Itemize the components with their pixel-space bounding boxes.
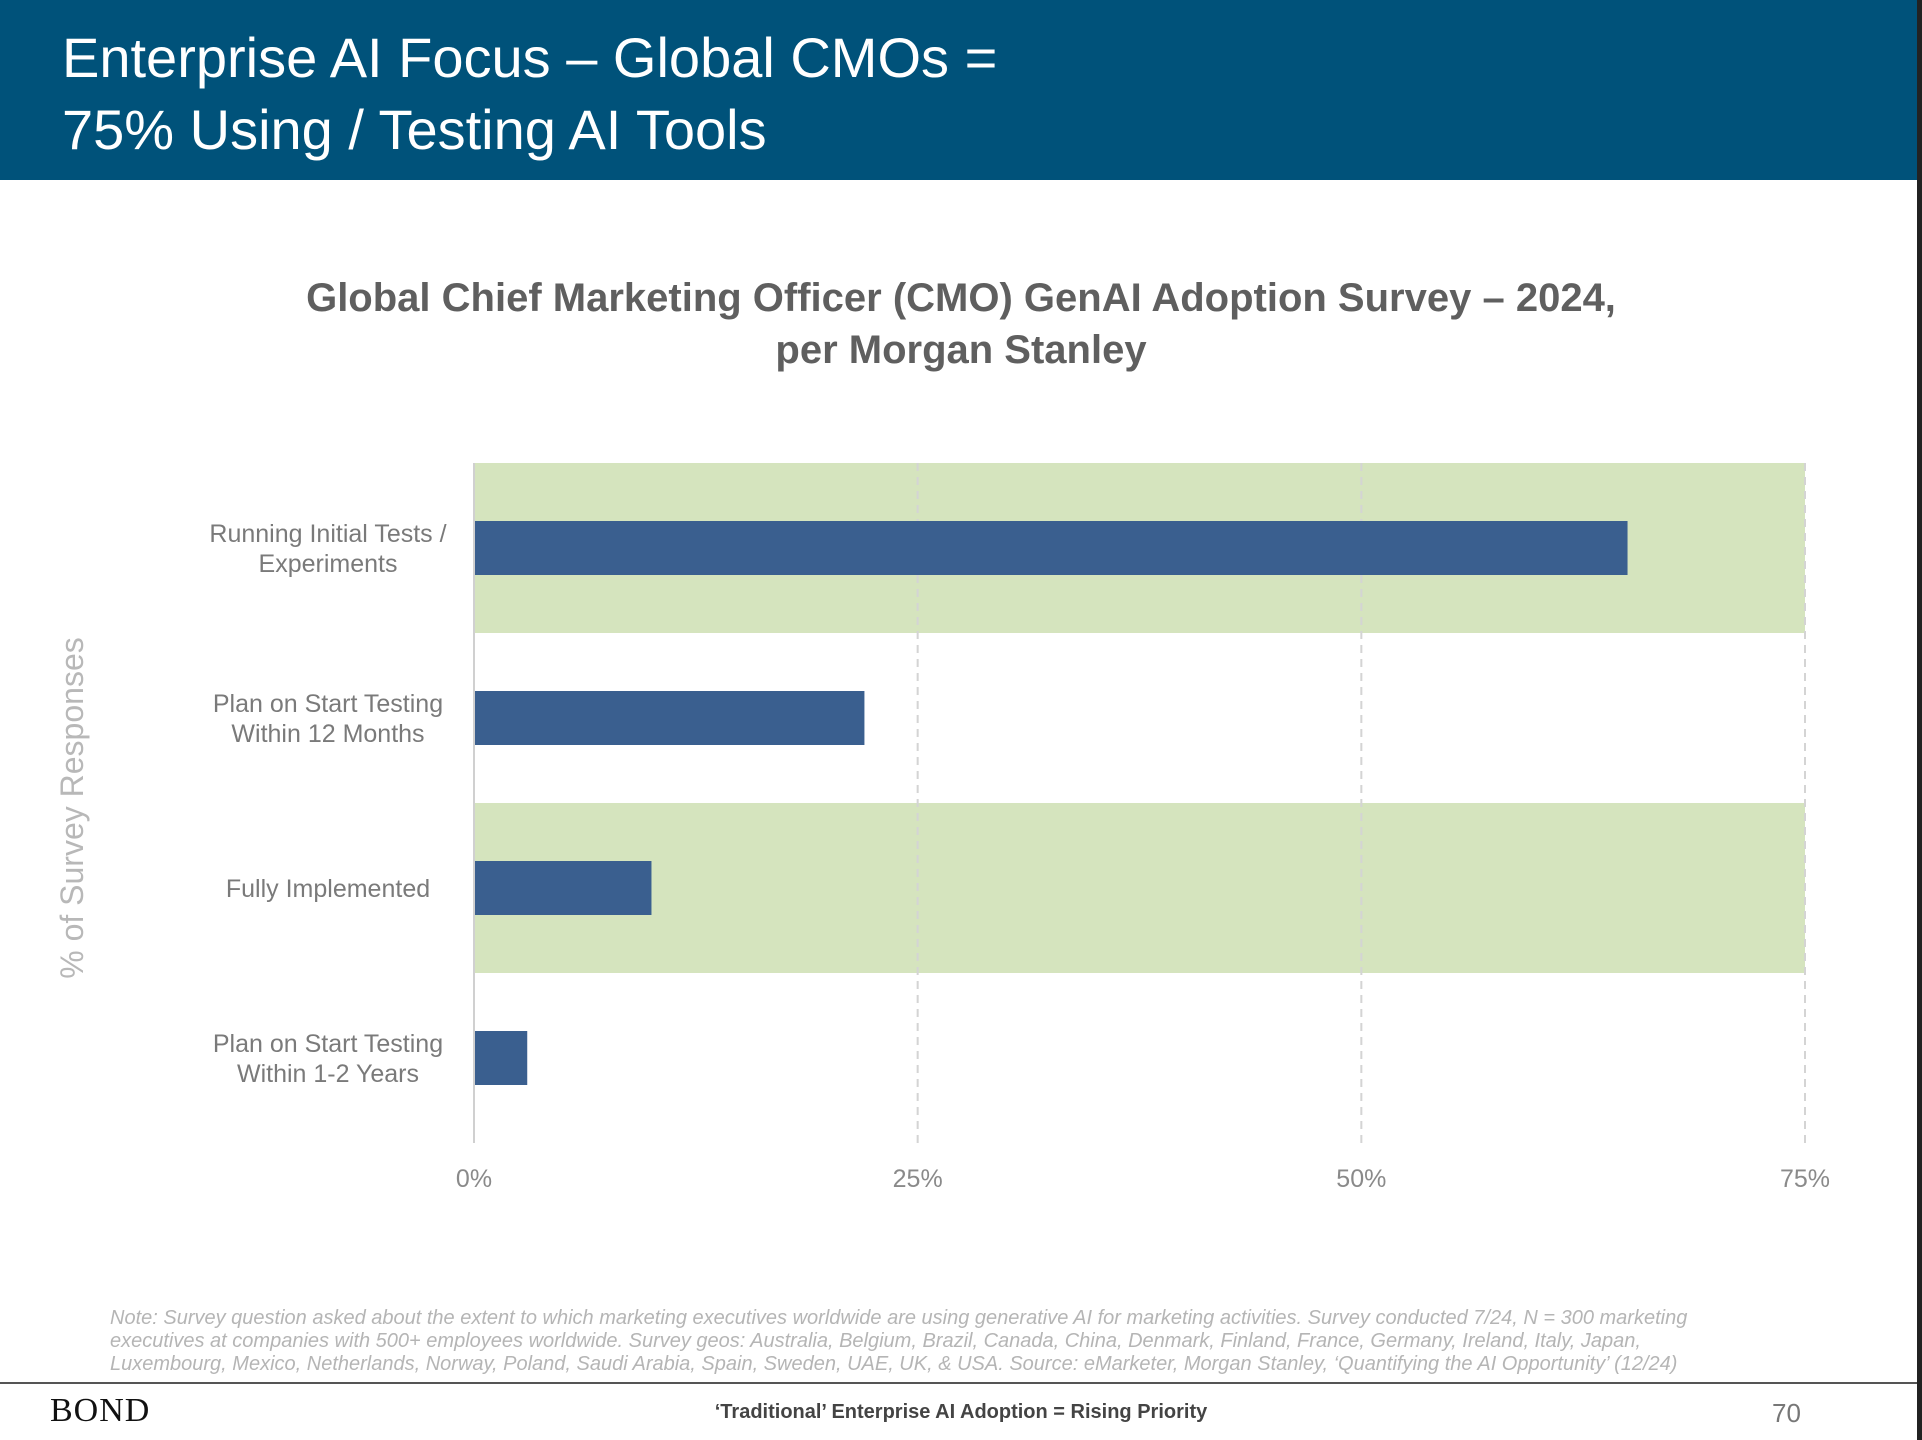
page-title-line-1: Enterprise AI Focus – Global CMOs = (62, 26, 998, 89)
slide-right-edge (1917, 0, 1922, 1440)
page-title: Enterprise AI Focus – Global CMOs = 75% … (62, 22, 997, 166)
highlight-band (474, 803, 1805, 973)
bar (475, 861, 652, 915)
page-number: 70 (1772, 1398, 1801, 1428)
footer-divider (0, 1382, 1917, 1384)
x-tick-label: 0% (456, 1165, 492, 1193)
x-tick-label: 25% (893, 1165, 943, 1193)
bond-logo: BOND (50, 1392, 151, 1429)
chart-title-line-2: per Morgan Stanley (775, 328, 1147, 372)
category-label: Plan on Start Testing Within 1-2 Years (213, 1030, 443, 1088)
bar (475, 521, 1628, 575)
bar-chart: Running Initial Tests / Experiments Plan o… (54, 463, 1830, 1193)
footnote-line-1: Note: Survey question asked about the ex… (110, 1307, 1688, 1329)
page-title-line-2: 75% Using / Testing AI Tools (62, 98, 767, 161)
category-label: Plan on Start Testing Within 12 Months (213, 690, 443, 748)
category-label: Fully Implemented (226, 875, 430, 903)
bar (475, 691, 865, 745)
bar (475, 1031, 528, 1085)
chart-title: Global Chief Marketing Officer (CMO) Gen… (0, 272, 1922, 376)
chart-title-line-1: Global Chief Marketing Officer (CMO) Gen… (306, 276, 1616, 320)
footnote-line-3: Luxembourg, Mexico, Netherlands, Norway,… (110, 1353, 1678, 1375)
x-tick-label: 50% (1336, 1165, 1386, 1193)
header-banner: Enterprise AI Focus – Global CMOs = 75% … (0, 0, 1917, 180)
y-axis-label: % of Survey Responses (54, 637, 90, 979)
footnote: Note: Survey question asked about the ex… (110, 1307, 1810, 1376)
footnote-line-2: executives at companies with 500+ employ… (110, 1330, 1641, 1352)
x-tick-label: 75% (1780, 1165, 1830, 1193)
category-label: Running Initial Tests / Experiments (209, 520, 446, 578)
footer-caption: ‘Traditional’ Enterprise AI Adoption = R… (714, 1401, 1208, 1423)
